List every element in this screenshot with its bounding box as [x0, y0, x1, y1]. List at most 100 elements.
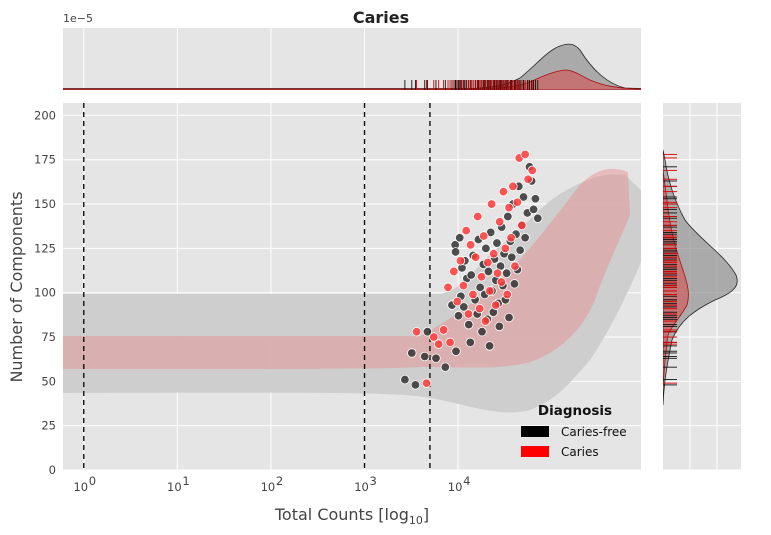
y-tick-label-3: 75: [41, 330, 56, 344]
y-tick-label-2: 50: [41, 374, 56, 388]
point-0-26: [477, 327, 487, 337]
x-axis-ticks: 10 0 10 1 10 2 10 3 10 4: [73, 474, 470, 494]
legend-label-caries-free: Caries-free: [561, 425, 627, 439]
point-0-9: [450, 247, 461, 257]
point-1-18: [476, 272, 487, 282]
point-0-25: [475, 282, 485, 293]
x-tick-exponent-1: 1: [182, 474, 189, 488]
y-tick-label-7: 175: [34, 153, 56, 167]
point-1-1: [421, 378, 432, 388]
top-marginal-panel: 1e−5: [63, 12, 641, 90]
series-caries: [411, 149, 537, 388]
y-tick-label-5: 125: [34, 241, 56, 255]
x-tick-label-0: 10: [73, 480, 88, 494]
point-0-40: [494, 321, 505, 332]
legend-label-caries: Caries: [561, 445, 599, 459]
point-1-41: [527, 165, 537, 176]
point-1-39: [520, 149, 530, 160]
point-0-65: [533, 213, 543, 223]
top-marginal-grid: [83, 28, 459, 90]
x-tick-label-1: 10: [167, 480, 182, 494]
point-1-24: [488, 249, 499, 259]
point-0-5: [431, 353, 441, 364]
chart-title: Caries: [353, 8, 409, 27]
x-axis-label-main: Total Counts [log: [274, 505, 409, 524]
point-1-22: [485, 286, 495, 296]
point-0-59: [520, 233, 530, 243]
point-1-14: [468, 289, 478, 300]
point-1-31: [502, 289, 512, 300]
y-tick-label-0: 0: [49, 463, 56, 477]
point-1-12: [463, 309, 474, 319]
kde-band-caries-free: [63, 174, 641, 413]
point-1-3: [433, 339, 444, 349]
point-1-16: [473, 211, 483, 222]
right-density-caries-free: [663, 149, 738, 406]
point-0-32: [484, 341, 495, 351]
point-0-46: [501, 268, 512, 278]
point-0-4: [422, 327, 433, 337]
point-0-38: [492, 238, 502, 248]
x-axis-label: Total Counts [log10]: [274, 505, 429, 527]
point-1-26: [492, 268, 503, 278]
point-1-7: [449, 266, 459, 277]
point-1-15: [470, 252, 481, 262]
point-1-38: [517, 220, 527, 231]
point-1-27: [494, 217, 505, 227]
point-0-29: [481, 243, 491, 254]
point-0-18: [464, 319, 474, 330]
point-1-28: [496, 277, 507, 287]
y-tick-label-4: 100: [34, 286, 56, 300]
x-tick-label-4: 10: [448, 480, 463, 494]
point-0-63: [528, 204, 539, 215]
point-1-8: [452, 296, 462, 307]
point-0-64: [530, 194, 541, 204]
point-1-4: [438, 325, 449, 335]
y-axis-label: Number of Components: [7, 191, 26, 382]
point-1-20: [480, 316, 491, 326]
point-1-21: [483, 257, 493, 268]
point-1-6: [445, 337, 455, 348]
point-1-11: [461, 225, 471, 236]
point-0-1: [407, 348, 417, 358]
point-1-5: [443, 282, 453, 293]
point-0-52: [509, 279, 520, 289]
point-0-6: [440, 362, 451, 372]
x-tick-label-3: 10: [354, 480, 369, 494]
legend-title: Diagnosis: [538, 403, 612, 419]
right-marginal-panel: [663, 103, 741, 471]
point-1-30: [500, 243, 511, 254]
point-0-20: [466, 270, 476, 280]
y-axis-ticks: 0 25 50 75 100 125 150 175 200: [34, 108, 56, 477]
x-axis-label-close: ]: [423, 505, 429, 524]
point-1-36: [512, 197, 523, 207]
point-1-9: [455, 256, 466, 266]
point-1-25: [490, 300, 501, 310]
point-0-10: [451, 346, 461, 356]
point-0-48: [504, 312, 514, 323]
point-0-56: [515, 245, 525, 255]
x-tick-exponent-4: 4: [463, 474, 470, 488]
point-0-19: [465, 337, 476, 348]
x-tick-exponent-2: 2: [276, 474, 283, 488]
point-0-12: [455, 233, 465, 243]
x-axis-label-subscript: 10: [409, 514, 423, 527]
point-1-0: [411, 327, 422, 337]
legend: Diagnosis Caries-free Caries: [521, 403, 627, 459]
y-tick-label-8: 200: [34, 108, 56, 122]
top-rug: [404, 80, 539, 90]
point-0-3: [420, 351, 430, 362]
point-0-58: [518, 192, 529, 202]
point-0-15: [459, 302, 469, 312]
legend-swatch-caries: [521, 446, 549, 457]
point-1-17: [474, 303, 485, 314]
point-1-29: [498, 186, 509, 197]
point-1-10: [458, 280, 469, 291]
x-tick-label-2: 10: [261, 480, 276, 494]
y-tick-label-1: 25: [41, 419, 56, 433]
right-rug: [663, 153, 677, 386]
point-1-13: [465, 240, 476, 250]
point-1-35: [510, 261, 520, 271]
